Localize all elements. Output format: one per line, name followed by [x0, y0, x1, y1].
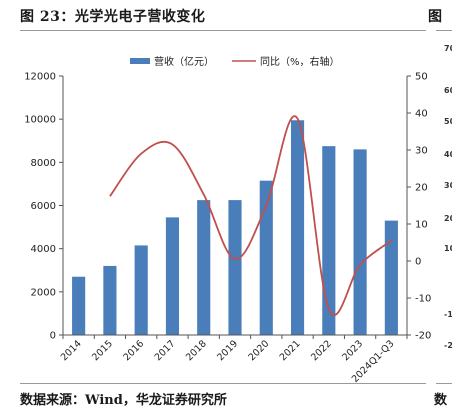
- legend-label-bar: 营收（亿元）: [154, 55, 214, 68]
- source-rule: [20, 383, 426, 384]
- line-growth-path: [109, 115, 392, 316]
- bar-2020: [259, 180, 273, 335]
- title-rule: [20, 30, 426, 31]
- left-axis-tick-label: 4000: [31, 244, 56, 255]
- legend-label-line: 同比（%，右轴）: [260, 55, 340, 68]
- side-panel-tick-label: 50: [444, 117, 452, 126]
- right-axis-tick-label: 40: [415, 109, 428, 120]
- bar-2022: [322, 146, 336, 335]
- right-axis-tick-label: 20: [415, 183, 428, 194]
- left-axis-tick-label: 10000: [24, 115, 56, 126]
- right-axis-tick-label: -20: [415, 331, 431, 342]
- left-axis: 0 2000 4000 6000 8000 10000 12000: [24, 72, 64, 342]
- side-panel-tick-label: 30: [444, 181, 452, 190]
- side-panel-tick-label: 70: [444, 44, 452, 53]
- side-panel-tick-label: -10: [444, 310, 452, 319]
- bar-2016: [134, 245, 148, 335]
- side-panel-tick-label: 40: [444, 150, 452, 159]
- bar-2017: [165, 217, 180, 335]
- bar-2021: [290, 120, 305, 335]
- next-source-rule: [436, 383, 452, 384]
- left-axis-tick-label: 2000: [31, 287, 56, 298]
- x-axis-tick-label: 2019: [215, 338, 240, 363]
- data-source: 数据来源：Wind，华龙证券研究所: [20, 393, 227, 408]
- left-axis-tick-label: 8000: [31, 158, 56, 169]
- bar-2014: [72, 276, 86, 335]
- side-panel-axis: 70 60 50 40 30 20 10 -10 -20: [440, 38, 452, 350]
- x-axis-tick-label: 2022: [309, 338, 334, 363]
- left-axis-tick-label: 6000: [31, 201, 56, 212]
- right-axis-tick-label: -10: [415, 294, 431, 305]
- next-figure-title-fragment: 图: [428, 9, 442, 25]
- right-axis-tick-label: 30: [415, 146, 428, 157]
- x-axis-tick-label: 2015: [90, 338, 115, 363]
- figure-title: 图 23：光学光电子营收变化: [20, 9, 206, 25]
- left-axis-tick-label: 0: [50, 331, 56, 342]
- bar-2024Q1-Q3: [384, 220, 398, 335]
- x-axis: 2014 2015 2016 2017 2018 2019 2020 2021 2022 2023…: [59, 334, 408, 385]
- x-axis-tick-label: 2018: [184, 338, 209, 363]
- bar-2023: [353, 149, 367, 335]
- next-title-rule: [436, 30, 452, 31]
- x-axis-tick-label: 2021: [278, 338, 303, 363]
- right-axis: -20 -10 0 10 20 30 40 50: [406, 72, 431, 342]
- side-panel-tick-label: 60: [444, 86, 452, 95]
- right-axis-tick-label: 50: [415, 72, 428, 83]
- side-panel-tick-label: 20: [444, 214, 452, 223]
- left-axis-tick-label: 12000: [24, 72, 56, 83]
- next-data-source-fragment: 数: [434, 393, 448, 408]
- legend: 营收（亿元） 同比（%，右轴）: [130, 55, 340, 68]
- bar-series: [72, 120, 398, 335]
- bar-2015: [103, 265, 117, 335]
- legend-swatch-bar: [130, 58, 150, 64]
- x-axis-tick-label: 2023: [340, 338, 365, 363]
- line-series: [109, 115, 392, 316]
- x-axis-tick-label: 2017: [153, 338, 178, 363]
- right-axis-tick-label: 10: [415, 220, 428, 231]
- x-axis-tick-label: 2020: [247, 338, 272, 363]
- bar-2018: [197, 200, 211, 335]
- x-axis-tick-label: 2016: [121, 338, 146, 363]
- bar-2019: [228, 200, 242, 335]
- right-axis-tick-label: 0: [415, 257, 421, 268]
- side-panel-tick-label: 10: [444, 244, 452, 253]
- side-panel-tick-label: -20: [444, 341, 452, 350]
- x-axis-tick-label: 2014: [59, 338, 84, 363]
